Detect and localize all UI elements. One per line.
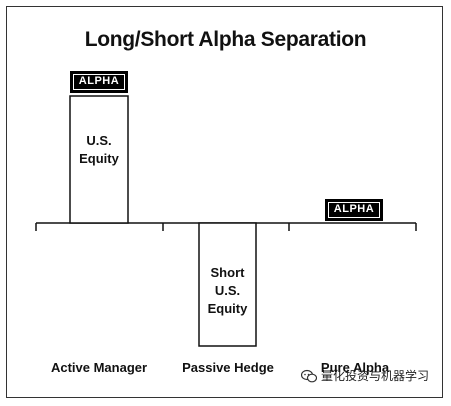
short-equity-line1: Short (210, 265, 245, 280)
chat-bubble-icon (300, 369, 317, 382)
watermark-text: 量化投资与机器学习 (320, 369, 429, 383)
category-active-manager: Active Manager (50, 360, 148, 375)
long-equity-box (69, 95, 129, 224)
category-pure-alpha: Pure Alpha (320, 360, 390, 375)
short-equity-box (198, 222, 257, 347)
long-equity-label: U.S. Equity (70, 132, 128, 168)
short-equity-line2: U.S. (214, 283, 241, 298)
long-equity-line2: Equity (79, 151, 119, 166)
category-passive-hedge: Passive Hedge (182, 360, 274, 375)
short-equity-line3: Equity (207, 301, 248, 316)
watermark: 量化投资与机器学习 (300, 367, 429, 384)
diagram-title: Long/Short Alpha Separation (84, 28, 367, 51)
pure-alpha-tag: ALPHA (325, 199, 383, 221)
long-equity-line1: U.S. (86, 133, 112, 148)
active-alpha-tag: ALPHA (70, 71, 128, 93)
figure-frame (6, 6, 443, 398)
short-equity-label: Short U.S. Equity (199, 264, 256, 318)
